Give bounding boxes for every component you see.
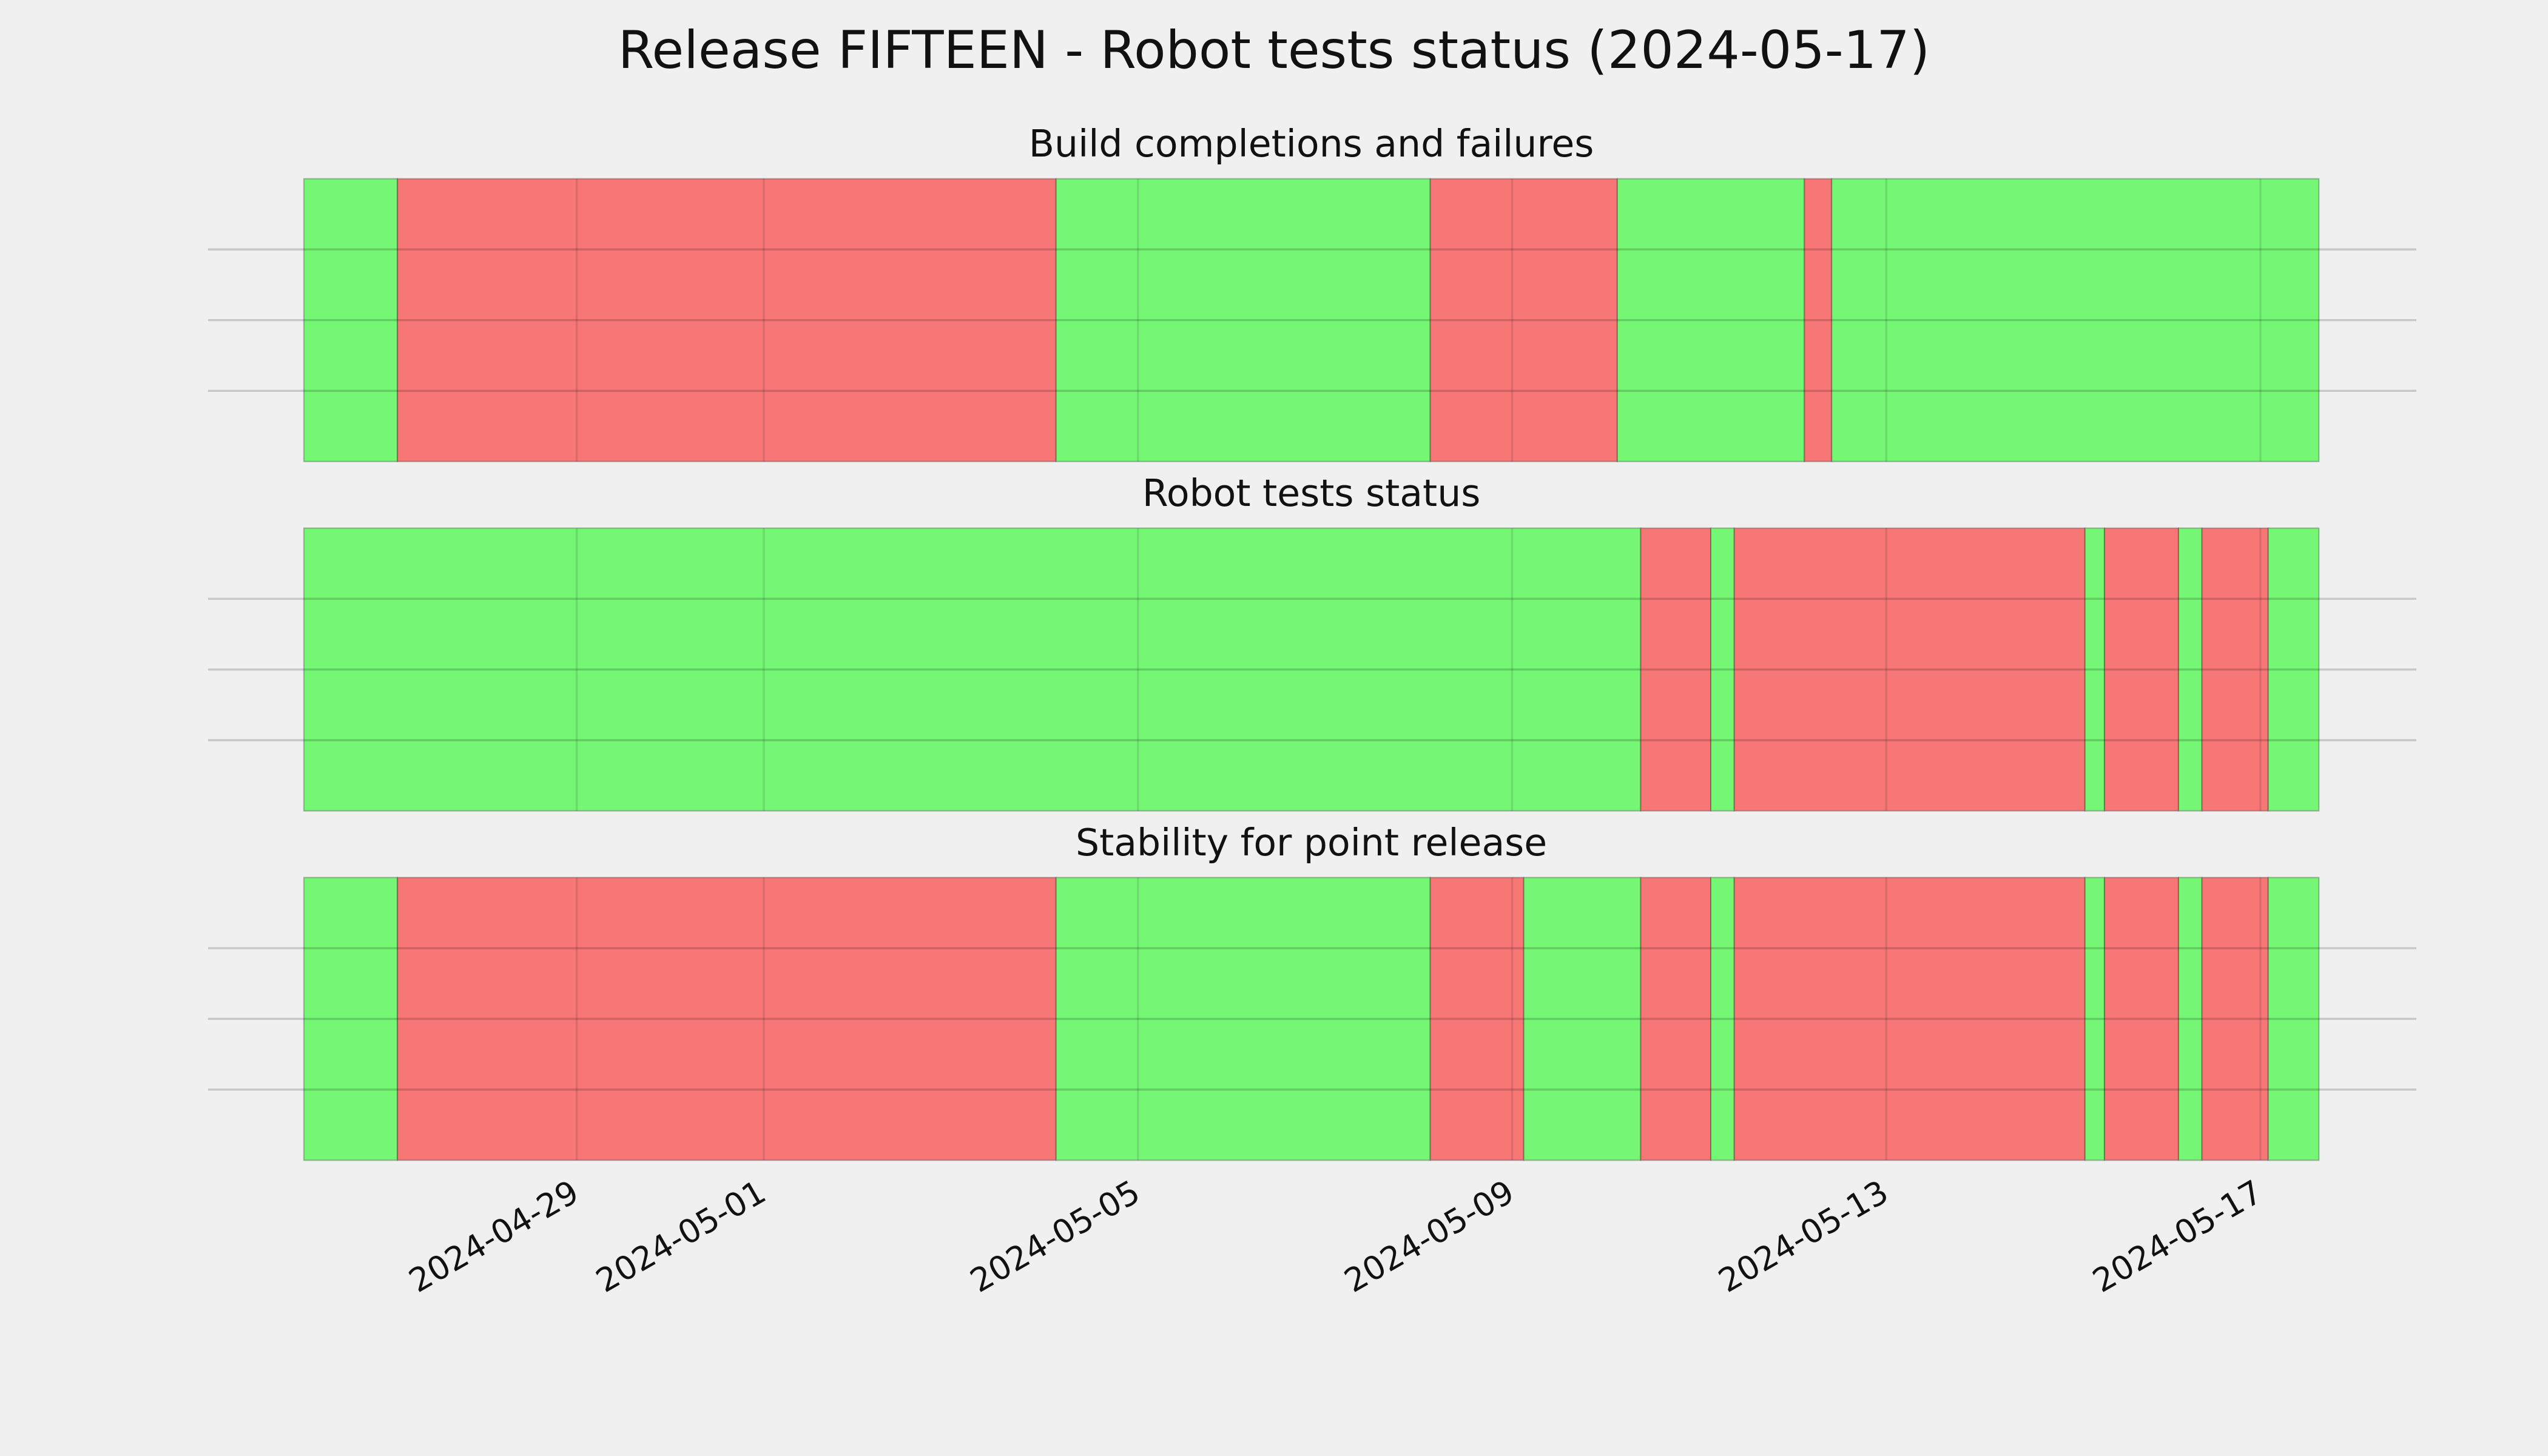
status-span [2177,527,2203,812]
status-span [1429,178,1618,462]
status-span [303,527,1642,812]
status-span [1616,178,1805,462]
panel-title: Stability for point release [1076,821,1547,864]
status-span [2201,527,2269,812]
status-span [1733,527,2086,812]
status-span [2103,877,2180,1161]
status-span [1640,877,1712,1161]
status-span [397,178,1057,462]
status-span [1804,178,1833,462]
status-span [1640,527,1712,812]
status-span [2267,527,2320,812]
status-span [1710,877,1735,1161]
status-span [2267,877,2320,1161]
panel-title: Build completions and failures [1029,122,1594,166]
status-span [303,178,399,462]
chart-title: Release FIFTEEN - Robot tests status (20… [618,20,1930,81]
status-span [303,877,399,1161]
status-span [1429,877,1525,1161]
status-span [397,877,1057,1161]
panel-title: Robot tests status [1142,471,1480,515]
status-span [2177,877,2203,1161]
status-span [1831,178,2320,462]
status-span [1710,527,1735,812]
status-span [1523,877,1642,1161]
status-span [1733,877,2086,1161]
status-span [2201,877,2269,1161]
status-span [1055,877,1431,1161]
status-span [1055,178,1431,462]
status-span [2084,877,2106,1161]
status-span [2103,527,2180,812]
